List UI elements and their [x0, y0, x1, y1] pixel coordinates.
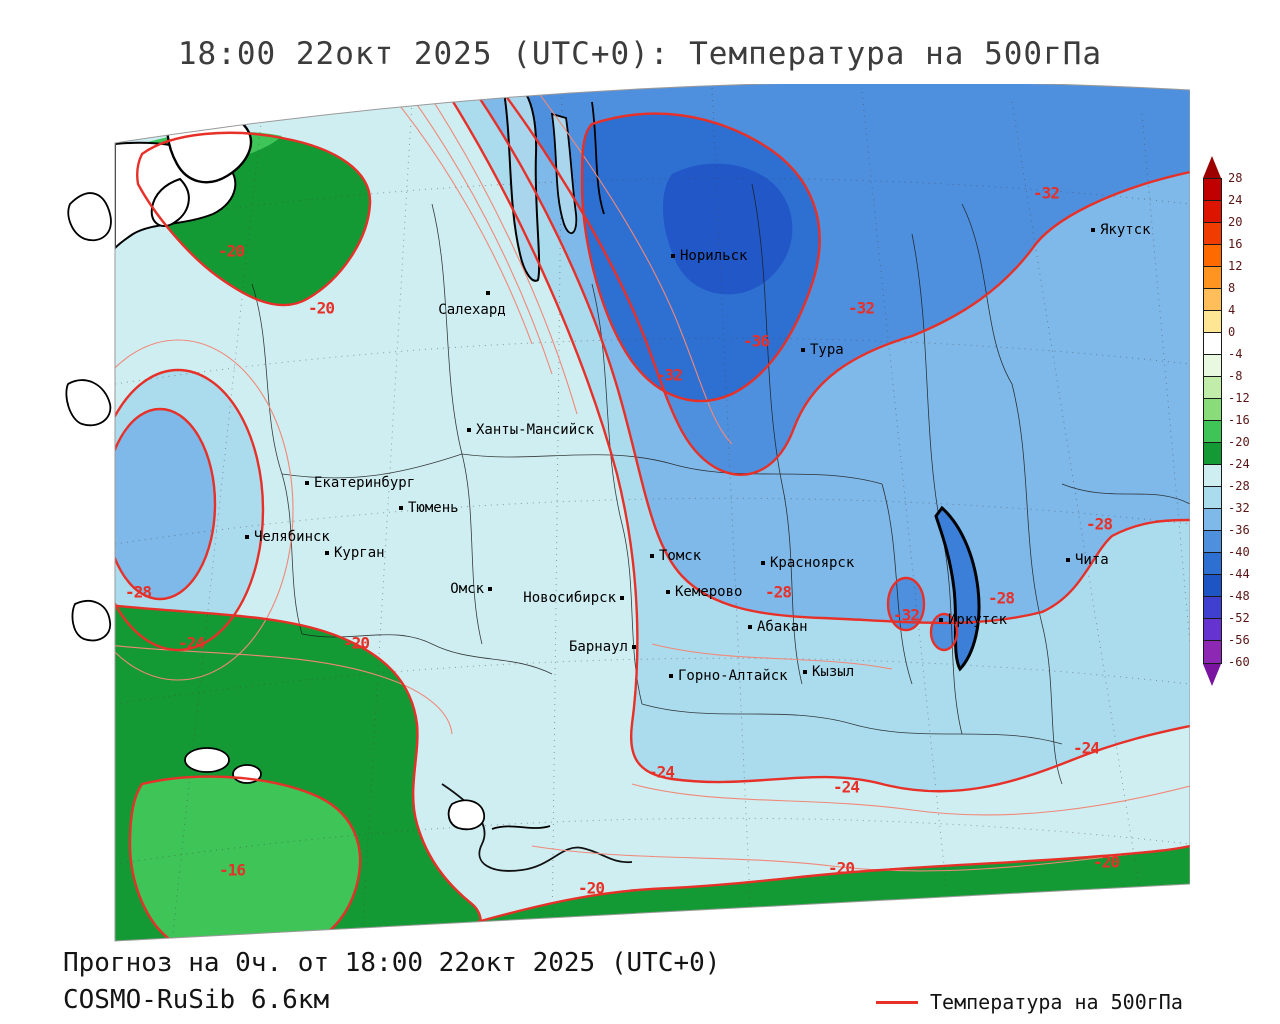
colorbar-tick-label: -52 [1228, 611, 1250, 625]
colorbar-band [1204, 245, 1221, 267]
colorbar-band [1204, 641, 1221, 663]
isotherm-m32 [496, 84, 1190, 476]
admin-boundaries [251, 183, 1190, 785]
colorbar-tick-label: -28 [1228, 479, 1250, 493]
colorbar-tick-label: -40 [1228, 545, 1250, 559]
colorbar-band [1204, 289, 1221, 311]
west-blob-m28 [115, 409, 215, 599]
colorbar-band [1204, 421, 1221, 443]
colorbar-tick-label: -44 [1228, 567, 1250, 581]
colorbar-tick-label: -60 [1228, 655, 1250, 669]
isotherm-m24 [440, 84, 1190, 793]
south-coast-squiggle [491, 825, 551, 830]
colorbar-tick-label: -24 [1228, 457, 1250, 471]
colorbar-tick-label: 4 [1228, 303, 1236, 317]
colorbar-band [1204, 575, 1221, 597]
lake-baikal [934, 505, 981, 672]
sw-lake-1 [184, 747, 230, 773]
temperature-colorbar [1203, 156, 1222, 686]
colorbar-band [1204, 179, 1221, 201]
vaygach-island [150, 177, 190, 227]
colorbar-band [1204, 223, 1221, 245]
isotherm-sw-m20 [115, 602, 483, 941]
colorbar-band [1204, 531, 1221, 553]
colorbar-tick-label: -48 [1228, 589, 1250, 603]
colorbar-band [1204, 201, 1221, 223]
colorbar-tick-label: 12 [1228, 259, 1243, 273]
colorbar-band [1204, 465, 1221, 487]
colorbar-tick-label: -8 [1228, 369, 1243, 383]
isotherm-m28 [469, 84, 1190, 625]
coastlines [115, 90, 981, 831]
colorbar-tick-label: -12 [1228, 391, 1250, 405]
colorbar-band [1204, 333, 1221, 355]
colorbar-tick-label: -32 [1228, 501, 1250, 515]
sw-green-m16 [130, 776, 360, 941]
colorbar-tick-label: 0 [1228, 325, 1236, 339]
isotherm-nw-m20 [136, 131, 372, 307]
temperature-map [65, 84, 1190, 942]
map-title: 18:00 22окт 2025 (UTC+0): Температура на… [177, 36, 1103, 72]
colorbar-ticks: 28 24 20 16 12 8 4 0 -4 -8 -12 -16 -20 -24 -28 -32 -36 -4… [1228, 171, 1268, 669]
colorbar-band [1204, 553, 1221, 575]
legend-line-sample [876, 1000, 918, 1004]
isotherm-m36 [580, 112, 821, 403]
colorbar-tick-label: 8 [1228, 281, 1236, 295]
band-m40-core [662, 163, 793, 295]
south-lake [447, 799, 485, 831]
map-domain-outline [114, 84, 1190, 942]
colorbar-tick-label: -20 [1228, 435, 1250, 449]
outside-coastlines [65, 192, 112, 642]
colorbar-arrow-up [1203, 156, 1221, 178]
colorbar-tick-label: -4 [1228, 347, 1243, 361]
colorbar-band [1204, 509, 1221, 531]
isotherm-irkutsk-m32 [886, 576, 926, 632]
isotherm-west-m24 [115, 368, 265, 652]
forecast-line: Прогноз на 0ч. от 18:00 22окт 2025 (UTC+… [63, 948, 721, 978]
colorbar-band [1204, 355, 1221, 377]
colorbar-tick-label: 20 [1228, 215, 1243, 229]
isotherms-thin [115, 84, 1190, 872]
colorbar-tick-label: -36 [1228, 523, 1250, 537]
legend-label: Температура на 500гПа [930, 990, 1183, 1014]
isotherm-south-m20 [476, 844, 1190, 924]
temperature-bands [115, 84, 1190, 941]
colorbar-tick-label: -56 [1228, 633, 1250, 647]
colorbar-band [1204, 267, 1221, 289]
isotherm-irkutsk2-m32 [929, 612, 959, 652]
colorbar-tick-label: 28 [1228, 171, 1243, 185]
colorbar-band [1204, 443, 1221, 465]
colorbar-band [1204, 399, 1221, 421]
colorbar-band [1204, 619, 1221, 641]
colorbar-band [1204, 311, 1221, 333]
isotherm-west-m28 [115, 407, 217, 601]
colorbar-band [1204, 377, 1221, 399]
colorbar-band [1204, 487, 1221, 509]
colorbar-tick-label: -16 [1228, 413, 1250, 427]
colorbar-band [1204, 597, 1221, 619]
legend: Температура на 500гПа [876, 990, 1183, 1014]
graticule [115, 87, 1190, 941]
isotherms-main [115, 84, 1190, 941]
colorbar-tick-label: 16 [1228, 237, 1243, 251]
colorbar-tick-label: 24 [1228, 193, 1243, 207]
isotherm-sw-m16 [128, 775, 362, 941]
model-line: COSMO-RuSib 6.6км [63, 985, 330, 1015]
yenisei-mouth [591, 101, 605, 215]
colorbar-bands [1203, 178, 1222, 664]
colorbar-arrow-down [1203, 664, 1221, 686]
